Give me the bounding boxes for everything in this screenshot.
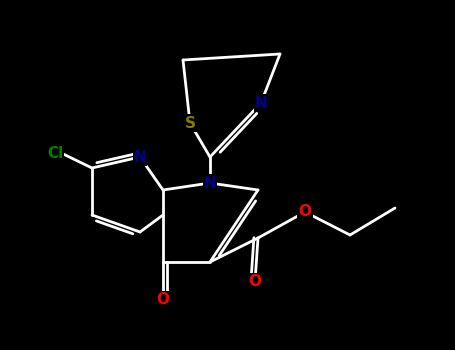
Text: O: O <box>298 204 312 219</box>
Text: Cl: Cl <box>47 147 63 161</box>
Text: O: O <box>248 274 262 289</box>
Text: O: O <box>157 293 170 308</box>
Text: N: N <box>204 175 217 190</box>
Text: N: N <box>255 96 268 111</box>
Text: N: N <box>134 149 147 164</box>
Text: S: S <box>184 116 196 131</box>
